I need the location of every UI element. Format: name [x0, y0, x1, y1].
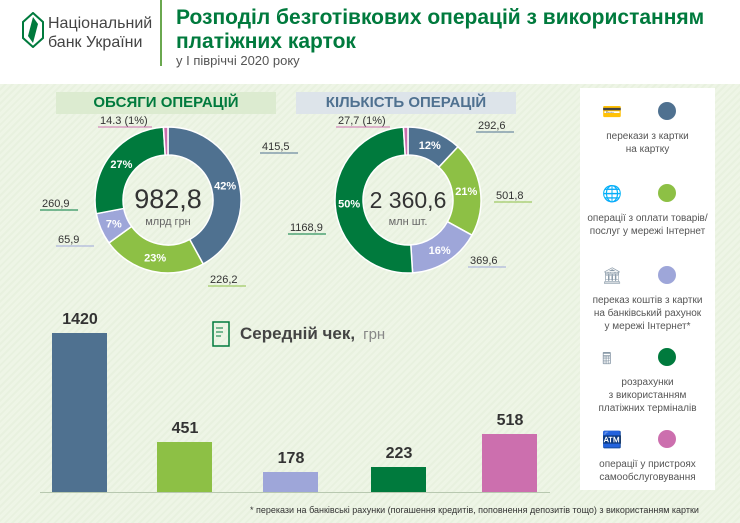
legend-item-label: операції у пристроях самообслуговування [599, 459, 696, 483]
slice-value-label: 415,5 [262, 141, 290, 153]
donut-total: 982,8 [134, 184, 202, 214]
avg-check-title: Середній чек, грн [210, 320, 385, 348]
avg-check-unit: грн [363, 325, 386, 343]
logo-line1: Національний [48, 15, 153, 32]
bar [482, 433, 537, 492]
slice-percent: 50% [338, 199, 360, 211]
bar-value-label: 223 [385, 445, 413, 463]
bar [263, 472, 318, 492]
bar-value-label: 518 [496, 411, 524, 429]
slice-percent: 23% [144, 253, 166, 265]
bar [157, 441, 212, 492]
legend-item-label: переказ коштів з картки на банківський ра… [592, 295, 703, 332]
volume-chart-title: ОБСЯГИ ОПЕРАЦІЙ [56, 92, 276, 114]
slice-value-label: 65,9 [58, 234, 79, 246]
footnote: * перекази на банківські рахунки (погаше… [250, 505, 699, 515]
divider [160, 0, 162, 66]
bar-value-label: 178 [277, 450, 305, 468]
bar-chart: 1420 451 178 223 518 [40, 311, 550, 493]
slice-value-label: 27,7 (1%) [338, 115, 386, 127]
count-chart-title: КІЛЬКІСТЬ ОПЕРАЦІЙ [296, 92, 516, 114]
legend: 💳 перекази з картки на картку 🌐 операції з о… [580, 88, 715, 490]
bar [371, 467, 426, 492]
donut-total: 2 360,6 [370, 187, 447, 213]
nbu-logo-icon [22, 12, 44, 48]
slice-percent: 7% [106, 218, 122, 230]
legend-item-label: операції з оплати товарів/послуг у мереж… [587, 213, 708, 237]
slice-percent: 27% [110, 159, 132, 171]
donut-unit: млн шт. [389, 216, 428, 228]
legend-color-dot [658, 348, 676, 366]
donut-slice [402, 126, 409, 156]
donut-unit: млрд грн [145, 216, 191, 228]
phone-globe-bank-icon: 🏛 [602, 268, 623, 285]
slice-value-label: 292,6 [478, 120, 506, 132]
slice-value-label: 226,2 [210, 274, 238, 286]
avg-check-label: Середній чек, [240, 324, 356, 343]
donut-slice [167, 126, 242, 265]
donut-slice [162, 126, 169, 156]
slice-value-label: 369,6 [470, 255, 498, 267]
page-title: Розподіл безготівкових операцій з викори… [176, 6, 704, 54]
legend-color-dot [658, 430, 676, 448]
title-line2: платіжних карток [176, 30, 356, 53]
globe-cart-icon: 🌐 [602, 186, 622, 203]
pos-terminal-icon: 🖩 [602, 351, 612, 368]
slice-percent: 16% [429, 245, 451, 257]
legend-color-dot [658, 266, 676, 284]
donut-charts: 42% 415,5 23% 226,2 7% 65,9 27% 260,9 14.3 (1%) 9… [40, 115, 532, 287]
bar-value-label: 1420 [62, 311, 98, 328]
slice-percent: 42% [214, 180, 236, 192]
legend-item-label: розрахунки з використанням платіжних термі… [598, 377, 697, 414]
slice-value-label: 1168,9 [290, 222, 323, 234]
slice-value-label: 260,9 [42, 198, 70, 210]
slice-percent: 12% [419, 140, 441, 152]
logo-text: Національний банк України [48, 14, 152, 52]
legend-color-dot [658, 102, 676, 120]
logo-line2: банк України [48, 34, 143, 51]
credit-cards-icon: 💳 [602, 104, 622, 121]
subtitle: у І півріччі 2020 року [176, 53, 300, 68]
bar [52, 333, 107, 492]
bar-value-label: 451 [171, 419, 199, 437]
title-line1: Розподіл безготівкових операцій з викори… [176, 6, 705, 29]
slice-percent: 21% [455, 186, 477, 198]
slice-value-label: 14.3 (1%) [100, 115, 148, 127]
receipt-icon [212, 321, 230, 347]
legend-item-label: перекази з картки на картку [606, 131, 689, 155]
slice-value-label: 501,8 [496, 190, 524, 202]
legend-color-dot [658, 184, 676, 202]
donut-slice [334, 126, 414, 274]
atm-touch-icon: 🏧 [602, 432, 622, 449]
bar-axis [40, 492, 550, 493]
